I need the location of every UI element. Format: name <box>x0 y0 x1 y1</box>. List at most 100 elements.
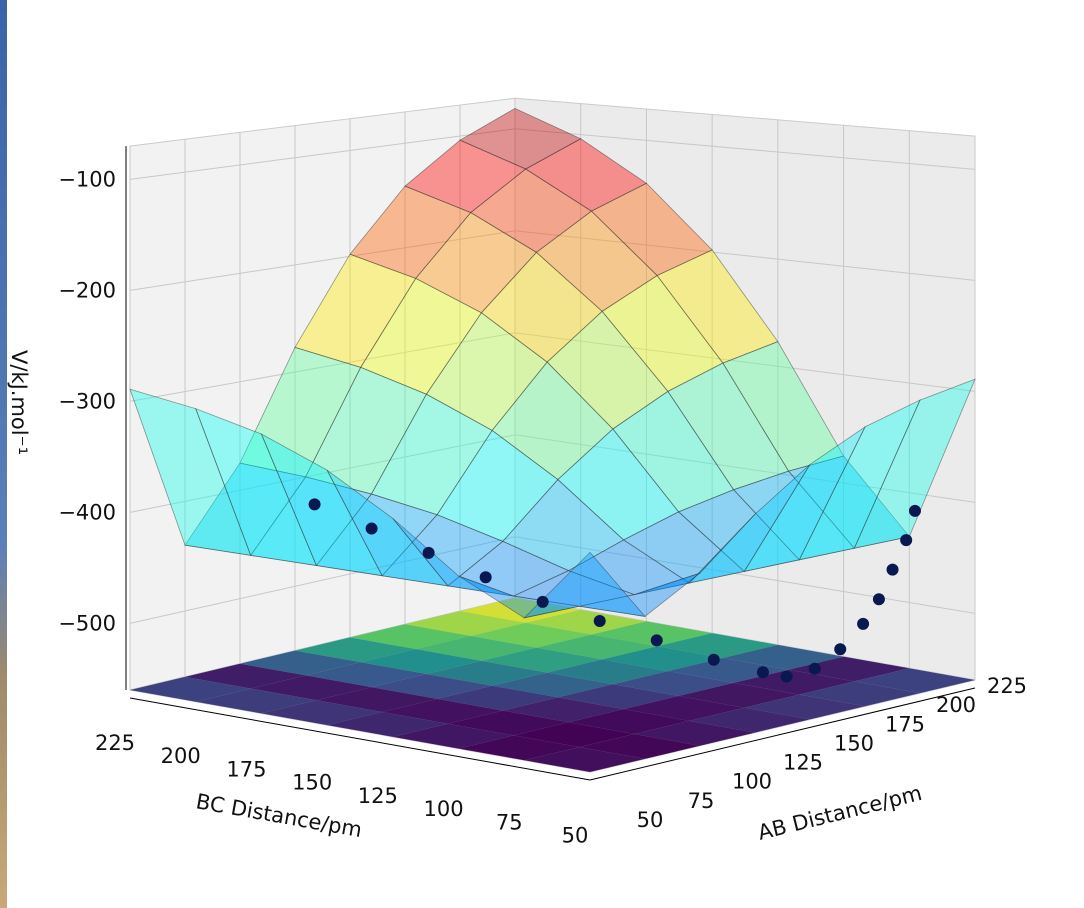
axis-ticks: −100 −200 −300 −400 −500 50 75 100 125 150 175 200 2… <box>58 146 1027 848</box>
contour-cell <box>240 650 361 676</box>
contour-cell <box>481 647 603 673</box>
gridline <box>514 128 976 170</box>
contour-cell <box>316 687 438 712</box>
trajectory-point <box>650 634 663 647</box>
contour-cell <box>295 637 416 663</box>
contour-cell <box>405 611 526 636</box>
contour-cell <box>634 720 755 746</box>
contour-cell <box>657 633 778 658</box>
contour-cell <box>678 682 800 708</box>
trajectory-point <box>536 595 549 608</box>
gridline <box>514 434 976 503</box>
trajectory-point <box>834 643 847 656</box>
contour-floor <box>130 598 975 772</box>
gridline <box>129 332 516 402</box>
contour-cell <box>460 598 581 623</box>
trajectory-point <box>756 666 769 679</box>
contour-cell <box>447 710 569 736</box>
y-axis-line <box>129 697 591 781</box>
y-tick-label: 100 <box>424 797 464 821</box>
contour-cell <box>371 674 493 699</box>
trajectory-point <box>365 522 378 535</box>
x-tick-label: 200 <box>936 693 976 717</box>
contour-cell <box>437 685 558 711</box>
contour-cell <box>261 700 383 726</box>
y-tick-label: 125 <box>358 784 398 808</box>
contour-cell <box>415 636 537 661</box>
y-tick-label: 175 <box>226 757 266 781</box>
contour-cell <box>327 712 448 737</box>
gridline <box>129 536 516 624</box>
trajectory-point <box>593 615 606 628</box>
contour-cell <box>513 722 635 748</box>
z-tick-label: −500 <box>58 611 116 635</box>
contour-cell <box>492 672 613 698</box>
contour-cell <box>854 668 975 694</box>
trajectory-point <box>808 662 821 675</box>
contour-cell <box>305 662 427 688</box>
x-axis-label: AB Distance/pm <box>755 781 924 845</box>
contour-cell <box>360 649 482 674</box>
x-tick-label: 175 <box>885 712 925 736</box>
contour-cell <box>426 660 548 686</box>
contour-cell <box>250 675 372 701</box>
contour-cell <box>579 734 700 759</box>
z-tick-label: −100 <box>58 167 116 191</box>
gridline <box>129 230 516 291</box>
gridline <box>514 230 976 281</box>
y-tick-label: 200 <box>161 744 201 768</box>
trajectory-point <box>900 534 913 547</box>
contour-cell <box>612 671 734 696</box>
contour-cell <box>130 676 251 702</box>
contour-cell <box>591 621 713 647</box>
contour-cell <box>195 688 317 714</box>
x-axis-line <box>589 687 976 781</box>
gridline <box>129 434 516 513</box>
contour-cell <box>623 696 745 721</box>
z-tick-label: −300 <box>58 389 116 413</box>
y-tick-label: 75 <box>496 810 523 834</box>
z-tick-label: −200 <box>58 278 116 302</box>
y-axis-label: BC Distance/pm <box>194 789 364 842</box>
desktop-edge-strip <box>0 0 7 908</box>
contour-cell <box>602 646 723 672</box>
potential-surface <box>129 107 976 619</box>
contour-cell <box>547 659 668 685</box>
contour-cell <box>392 723 514 749</box>
contour-cell <box>557 684 679 710</box>
trajectory-point <box>707 653 720 666</box>
contour-cell <box>524 747 645 772</box>
x-tick-label: 125 <box>783 751 823 775</box>
contour-cell <box>799 681 920 707</box>
y-tick-label: 50 <box>562 824 589 848</box>
contour-cell <box>536 634 658 660</box>
contour-cell <box>502 697 624 723</box>
contour-cell <box>788 656 910 682</box>
trajectory-point <box>780 670 793 683</box>
contour-cell <box>350 624 471 650</box>
z-axis-label: V/kJ.mol⁻¹ <box>7 350 31 455</box>
contour-cell <box>525 609 647 635</box>
trajectory-point <box>857 617 870 630</box>
x-tick-label: 50 <box>637 808 664 832</box>
trajectory <box>308 498 921 683</box>
trajectory-point <box>479 571 492 584</box>
y-tick-label: 225 <box>95 731 135 755</box>
trajectory-point <box>908 504 921 517</box>
contour-cell <box>568 709 690 734</box>
x-tick-label: 100 <box>732 770 772 794</box>
trajectory-point <box>872 593 885 606</box>
gridline <box>129 128 516 180</box>
gridline <box>514 536 976 614</box>
x-tick-label: 150 <box>834 731 874 755</box>
surface-patch <box>523 551 647 619</box>
x-tick-label: 225 <box>987 674 1027 698</box>
contour-cell <box>382 698 503 724</box>
contour-cell <box>744 694 865 720</box>
contour-cell <box>470 622 592 648</box>
contour-cell <box>185 663 306 689</box>
x-tick-label: 75 <box>688 789 715 813</box>
z-tick-label: −400 <box>58 500 116 524</box>
contour-cell <box>458 735 580 761</box>
